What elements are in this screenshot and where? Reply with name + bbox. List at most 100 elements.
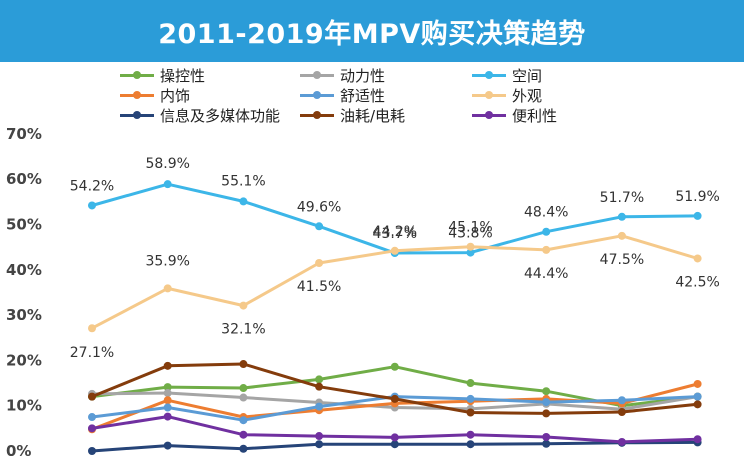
data-point-s7-4 bbox=[390, 394, 399, 403]
data-point-s3-1 bbox=[163, 396, 172, 405]
data-point-s8-0 bbox=[88, 424, 96, 433]
data-point-s7-7 bbox=[617, 408, 626, 417]
data-point-s8-2 bbox=[239, 430, 248, 439]
data-point-s7-3 bbox=[315, 382, 324, 391]
data-label-space-2: 55.1% bbox=[221, 173, 265, 189]
chart-title: 2011-2019年MPV购买决策趋势 bbox=[158, 18, 586, 50]
y-tick-label: 30% bbox=[6, 306, 42, 324]
data-point-s4-8 bbox=[693, 392, 702, 401]
data-label-appearance-3: 41.5% bbox=[297, 279, 341, 295]
data-label-appearance-8: 42.5% bbox=[675, 274, 719, 290]
y-tick-label: 0% bbox=[6, 442, 31, 456]
legend-label-space: 空间 bbox=[512, 66, 543, 85]
data-point-s2-1 bbox=[163, 180, 172, 189]
data-point-s6-1 bbox=[163, 441, 172, 450]
y-tick-label: 70% bbox=[6, 125, 42, 143]
y-tick-label: 60% bbox=[6, 170, 42, 188]
data-point-s2-3 bbox=[315, 222, 324, 231]
data-label-appearance-1: 35.9% bbox=[145, 253, 189, 269]
legend-label-handling: 操控性 bbox=[160, 66, 206, 85]
legend-item-appearance: 外观 bbox=[472, 86, 543, 105]
legend-item-handling: 操控性 bbox=[120, 66, 206, 85]
legend-swatch-power bbox=[300, 70, 334, 79]
data-point-s8-7 bbox=[617, 437, 626, 446]
data-point-s5-6 bbox=[542, 245, 551, 254]
data-point-s4-5 bbox=[466, 394, 475, 403]
data-point-s7-8 bbox=[693, 400, 702, 409]
data-point-s6-3 bbox=[315, 440, 324, 449]
data-label-space-8: 51.9% bbox=[675, 189, 719, 205]
data-label-space-6: 48.4% bbox=[524, 205, 568, 221]
data-label-space-4: 43.7% bbox=[373, 226, 417, 242]
legend-label-infotainment: 信息及多媒体功能 bbox=[160, 106, 281, 125]
data-point-s6-6 bbox=[542, 439, 551, 448]
legend-item-convenience: 便利性 bbox=[472, 106, 558, 125]
legend-swatch-convenience bbox=[472, 110, 506, 119]
legend-swatch-fuel bbox=[300, 110, 334, 119]
data-label-appearance-0: 27.1% bbox=[70, 345, 114, 361]
data-point-s5-2 bbox=[239, 301, 248, 310]
data-point-s8-1 bbox=[163, 412, 172, 421]
data-point-s0-2 bbox=[239, 384, 248, 393]
data-point-s2-7 bbox=[617, 212, 626, 221]
y-tick-label: 10% bbox=[6, 397, 42, 415]
data-label-space-3: 49.6% bbox=[297, 199, 341, 215]
data-point-s2-8 bbox=[693, 211, 702, 220]
data-point-s3-8 bbox=[693, 379, 702, 388]
legend-label-appearance: 外观 bbox=[512, 86, 543, 105]
data-point-s6-2 bbox=[239, 444, 248, 453]
data-point-s0-4 bbox=[390, 362, 399, 371]
legend-label-fuel: 油耗/电耗 bbox=[340, 106, 406, 125]
title-banner: 2011-2019年MPV购买决策趋势 bbox=[0, 0, 744, 62]
legend-label-convenience: 便利性 bbox=[512, 106, 558, 125]
legend-item-comfort: 舒适性 bbox=[300, 86, 386, 105]
data-point-s2-5 bbox=[466, 248, 475, 257]
data-label-space-1: 58.9% bbox=[145, 156, 189, 172]
y-tick-label: 50% bbox=[6, 216, 42, 234]
data-point-s6-4 bbox=[390, 440, 399, 449]
data-point-s2-0 bbox=[88, 201, 96, 210]
legend-swatch-handling bbox=[120, 70, 154, 79]
data-label-appearance-5: 45.1% bbox=[448, 220, 492, 236]
data-point-s8-5 bbox=[466, 430, 475, 439]
legend-item-fuel: 油耗/电耗 bbox=[300, 106, 406, 125]
data-point-s6-5 bbox=[466, 440, 475, 449]
legend-label-comfort: 舒适性 bbox=[340, 86, 386, 105]
data-point-s7-6 bbox=[542, 409, 551, 418]
legend-swatch-infotainment bbox=[120, 110, 154, 119]
legend-label-interior: 内饰 bbox=[160, 86, 191, 105]
data-label-appearance-7: 47.5% bbox=[600, 252, 644, 268]
legend-swatch-appearance bbox=[472, 90, 506, 99]
data-point-s7-0 bbox=[88, 392, 96, 401]
legend-swatch-interior bbox=[120, 90, 154, 99]
data-point-s0-3 bbox=[315, 375, 324, 384]
legend-item-interior: 内饰 bbox=[120, 86, 191, 105]
data-point-s7-2 bbox=[239, 360, 248, 369]
data-point-s1-2 bbox=[239, 393, 248, 402]
data-label-space-5: 43.8% bbox=[448, 226, 492, 242]
data-point-s8-3 bbox=[315, 432, 324, 441]
data-point-s7-1 bbox=[163, 361, 172, 370]
data-point-s5-0 bbox=[88, 324, 96, 333]
legend-swatch-space bbox=[472, 70, 506, 79]
legend-label-power: 动力性 bbox=[340, 66, 386, 85]
data-point-s0-1 bbox=[163, 383, 172, 392]
data-point-s7-5 bbox=[466, 408, 475, 417]
data-point-s4-6 bbox=[542, 398, 551, 407]
data-point-s8-6 bbox=[542, 432, 551, 441]
legend-item-infotainment: 信息及多媒体功能 bbox=[120, 106, 281, 125]
data-point-s5-4 bbox=[390, 246, 399, 255]
legend-item-power: 动力性 bbox=[300, 66, 386, 85]
data-point-s5-5 bbox=[466, 242, 475, 251]
y-tick-label: 20% bbox=[6, 351, 42, 369]
data-label-appearance-4: 44.2% bbox=[373, 224, 417, 240]
data-point-s4-3 bbox=[315, 402, 324, 411]
data-label-appearance-6: 44.4% bbox=[524, 266, 568, 282]
data-point-s5-8 bbox=[693, 254, 702, 263]
data-point-s2-2 bbox=[239, 197, 248, 206]
data-point-s2-6 bbox=[542, 227, 551, 236]
data-point-s6-0 bbox=[88, 447, 96, 455]
y-tick-label: 40% bbox=[6, 261, 42, 279]
data-point-s1-1 bbox=[163, 389, 172, 398]
